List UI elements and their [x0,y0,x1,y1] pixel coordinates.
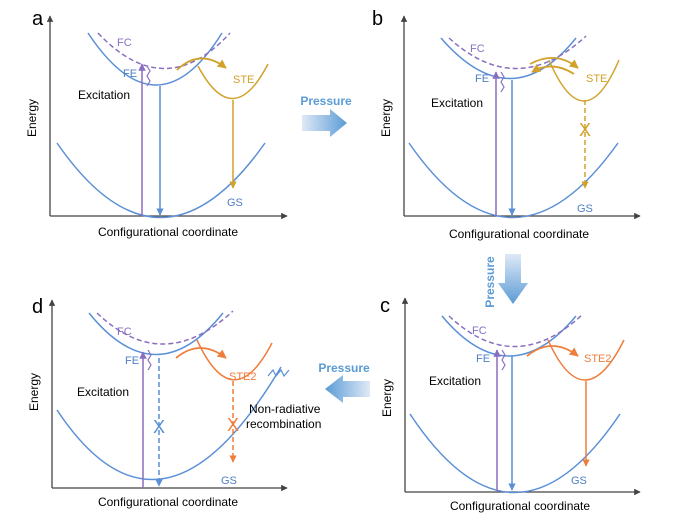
trapping-arrow [529,57,579,69]
fc-curve [448,313,584,348]
relaxation-squiggle [146,65,151,87]
y-axis-title: Energy [380,379,394,417]
blocked-cross-ste: X [227,415,239,435]
fe-label: FE [476,353,490,365]
ste-curve [547,339,625,381]
y-axis-title: Energy [27,373,41,411]
gs-curve [56,366,282,481]
x-axis-title: Configurational coordinate [449,227,589,241]
pressure-arrow-ab: Pressure [300,94,352,137]
fc-label: FC [117,326,132,338]
nonradiative-squiggle [267,368,290,378]
panel-letter-c: c [380,295,390,317]
fc-label: FC [117,37,132,49]
ste-label: STE [586,73,607,85]
ste-curve [196,339,273,381]
gs-label: GS [571,475,587,487]
panel-b: b Energy Configurational coordinate FC F… [372,8,641,241]
panel-c: c Energy Configurational coordinate FC F… [380,295,641,513]
excitation-label: Excitation [431,96,483,110]
y-axis-title: Energy [379,99,393,137]
fe-label: FE [123,68,137,80]
fc-curve [96,310,234,345]
relaxation-squiggle [501,349,506,371]
nonradiative-label-line2: recombination [246,417,321,431]
gs-label: GS [577,203,593,215]
gs-label: GS [221,475,237,487]
ste-label: STE [233,74,254,86]
pressure-label-bc: Pressure [483,256,497,308]
x-axis-title: Configurational coordinate [450,499,590,513]
blocked-cross: X [579,120,591,140]
nonradiative-label-line1: Non-radiative [249,402,321,416]
fe-label: FE [125,355,139,367]
relaxation-squiggle [500,71,505,93]
gs-curve [409,413,621,494]
fe-label: FE [475,73,489,85]
fc-label: FC [472,325,487,337]
down-arrow-shape [498,254,528,304]
fc-curve [97,32,231,70]
fc-label: FC [470,43,485,55]
left-arrow-shape [325,375,370,403]
pressure-label-cd: Pressure [318,361,370,375]
ste-label: STE2 [584,353,612,365]
trapping-arrow [526,345,579,357]
ste-label: STE2 [229,371,257,383]
ste-curve [548,59,620,102]
pressure-arrow-cd: Pressure [318,361,370,403]
trapping-arrow [176,57,227,71]
panel-a: a Energy Configurational coordinate FC F… [25,8,288,239]
panel-letter-d: d [32,296,43,318]
excitation-label: Excitation [77,385,129,399]
fc-curve [448,35,587,70]
pressure-arrow-bc: Pressure [483,254,528,308]
gs-label: GS [227,197,243,209]
panel-d: d Energy Configurational coordinate FC F… [27,296,321,509]
gs-curve [56,142,266,219]
panel-letter-a: a [32,8,44,30]
gs-curve [408,142,619,219]
x-axis-title: Configurational coordinate [98,225,238,239]
right-arrow-shape [302,109,347,137]
panel-letter-b: b [372,8,383,30]
pressure-label-ab: Pressure [300,94,352,108]
excitation-label: Excitation [429,374,481,388]
blocked-cross-fe: X [153,417,165,437]
relaxation-squiggle [147,349,152,371]
y-axis-title: Energy [25,99,39,137]
fe-curve [441,315,577,357]
excitation-label: Excitation [78,88,130,102]
detrapping-arrow [531,63,575,75]
ste-curve [197,63,269,100]
trapping-arrow [175,347,227,359]
x-axis-title: Configurational coordinate [98,495,238,509]
